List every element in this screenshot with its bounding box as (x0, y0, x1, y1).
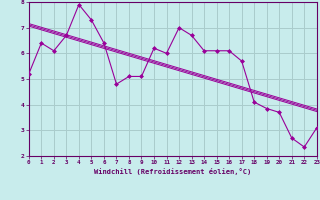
X-axis label: Windchill (Refroidissement éolien,°C): Windchill (Refroidissement éolien,°C) (94, 168, 252, 175)
